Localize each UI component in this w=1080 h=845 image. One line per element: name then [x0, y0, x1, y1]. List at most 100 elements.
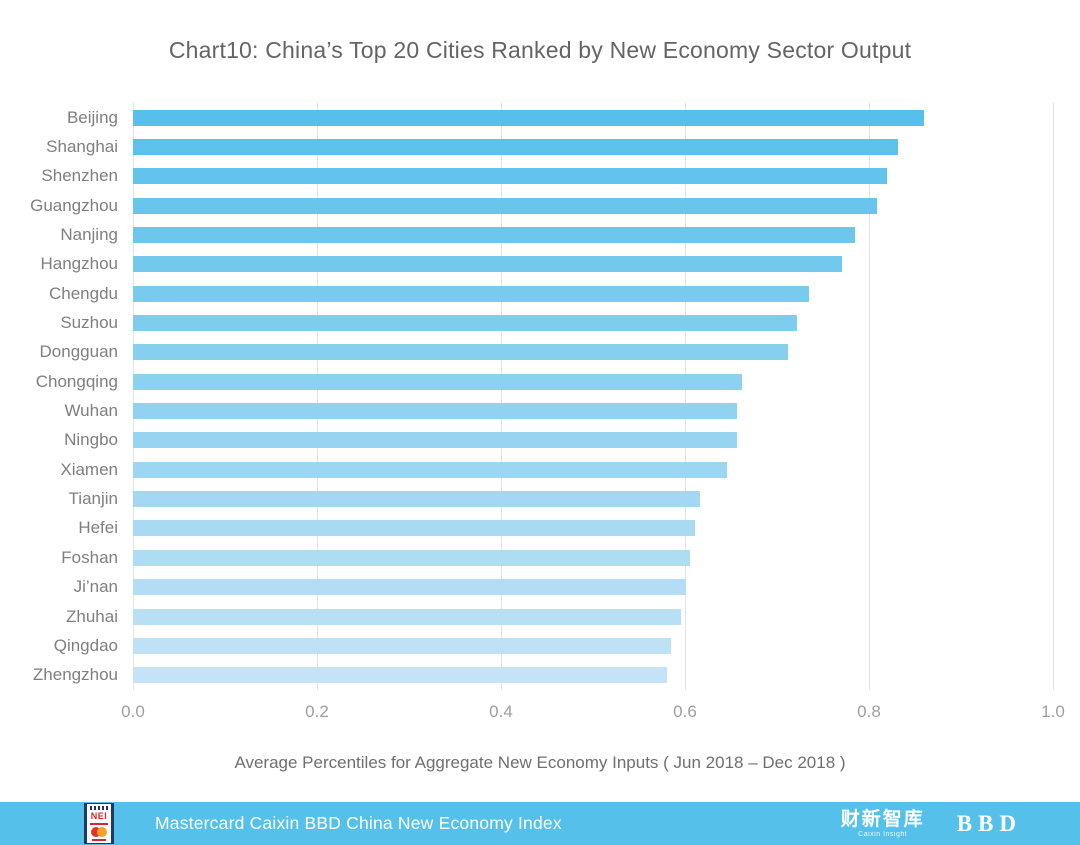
- bar-track: [133, 227, 1053, 244]
- footer-logos: 财新智库 Caixin Insight BBD: [841, 810, 1022, 838]
- bar: [133, 637, 672, 654]
- bar: [133, 168, 888, 185]
- bar-track: [133, 667, 1053, 684]
- bar: [133, 285, 810, 302]
- bar-row: Hefei: [0, 514, 1053, 543]
- nei-logo: NEI: [84, 803, 114, 844]
- category-label: Beijing: [66, 107, 118, 127]
- category-label: Dongguan: [39, 342, 118, 362]
- category-label: Tianjin: [68, 489, 118, 509]
- footer-title: Mastercard Caixin BBD China New Economy …: [155, 813, 562, 833]
- category-label: Zhuhai: [66, 606, 118, 626]
- x-tick-label: 0.2: [305, 702, 329, 721]
- x-tick-label: 0.4: [489, 702, 513, 721]
- bar-track: [133, 168, 1053, 185]
- bar-row: Guangzhou: [0, 191, 1053, 220]
- bar-row: Zhuhai: [0, 602, 1053, 631]
- bar: [133, 197, 878, 214]
- bar-row: Shenzhen: [0, 162, 1053, 191]
- bar: [133, 491, 700, 508]
- mastercard-orange-circle-icon: [97, 827, 107, 837]
- bar: [133, 227, 856, 244]
- bar: [133, 373, 743, 390]
- category-label: Chongqing: [35, 371, 118, 391]
- x-axis-title: Average Percentiles for Aggregate New Ec…: [234, 753, 846, 772]
- bar: [133, 520, 696, 537]
- bar-track: [133, 579, 1053, 596]
- bar-row: Beijing: [0, 103, 1053, 132]
- bar: [133, 667, 667, 684]
- gridline: [317, 103, 318, 690]
- bar-row: Ji’nan: [0, 573, 1053, 602]
- bar-track: [133, 637, 1053, 654]
- bar-row: Qingdao: [0, 631, 1053, 660]
- category-label: Shanghai: [46, 137, 118, 157]
- bar-track: [133, 461, 1053, 478]
- caixin-logo-text: 财新智库: [840, 808, 925, 830]
- bar-row: Nanjing: [0, 220, 1053, 249]
- bar-row: Dongguan: [0, 338, 1053, 367]
- bar-track: [133, 608, 1053, 625]
- gridline: [685, 103, 686, 690]
- nei-subline: [92, 839, 106, 841]
- bar: [133, 403, 738, 420]
- bar-track: [133, 491, 1053, 508]
- caixin-logo-subtext: Caixin Insight: [858, 830, 908, 838]
- nei-logo-text: NEI: [90, 811, 108, 821]
- bbd-logo: BBD: [956, 810, 1022, 836]
- category-label: Chengdu: [48, 283, 118, 303]
- x-tick-label: 0.0: [121, 702, 145, 721]
- category-label: Ji’nan: [73, 577, 118, 597]
- bar-row: Chongqing: [0, 367, 1053, 396]
- category-label: Suzhou: [60, 313, 118, 333]
- bar-row: Zhengzhou: [0, 661, 1053, 690]
- caixin-insight-logo: 财新智库 Caixin Insight: [841, 810, 925, 838]
- bar: [133, 608, 682, 625]
- bar: [133, 579, 686, 596]
- bar-track: [133, 285, 1053, 302]
- bar-track: [133, 403, 1053, 420]
- bar-rows: Beijing Shanghai Shenzhen Guangzhou Nanjing H…: [0, 103, 1053, 690]
- bar-row: Ningbo: [0, 426, 1053, 455]
- category-label: Guangzhou: [30, 195, 118, 215]
- category-label: Hangzhou: [40, 254, 118, 274]
- bar-track: [133, 109, 1053, 126]
- bar-track: [133, 549, 1053, 566]
- nei-barcode-icon: [90, 806, 108, 810]
- bar-row: Chengdu: [0, 279, 1053, 308]
- x-axis-ticks: 0.0 0.2 0.4 0.6 0.8 1.0: [121, 702, 1065, 724]
- gridline: [869, 103, 870, 690]
- x-tick-label: 0.6: [673, 702, 697, 721]
- bar: [133, 315, 798, 332]
- gridlines: [133, 103, 1054, 690]
- bar-track: [133, 197, 1053, 214]
- category-label: Ningbo: [64, 430, 118, 450]
- bar-row: Tianjin: [0, 484, 1053, 513]
- bar: [133, 256, 843, 273]
- category-label: Qingdao: [53, 635, 118, 655]
- x-tick-label: 1.0: [1041, 702, 1065, 721]
- bar: [133, 461, 728, 478]
- bar-row: Shanghai: [0, 132, 1053, 161]
- bar-row: Xiamen: [0, 455, 1053, 484]
- bar-row: Suzhou: [0, 308, 1053, 337]
- bar-track: [133, 432, 1053, 449]
- bar-track: [133, 373, 1053, 390]
- footer-banner: NEI Mastercard Caixin BBD China New Econ…: [0, 802, 1080, 845]
- bar-track: [133, 315, 1053, 332]
- bar-row: Wuhan: [0, 396, 1053, 425]
- chart-title: Chart10: China’s Top 20 Cities Ranked by…: [168, 37, 912, 63]
- category-label: Xiamen: [60, 459, 118, 479]
- bar-row: Foshan: [0, 543, 1053, 572]
- bar: [133, 549, 690, 566]
- bar-track: [133, 139, 1053, 156]
- mastercard-red-circle-icon: [91, 827, 101, 837]
- category-label: Nanjing: [60, 225, 118, 245]
- gridline: [133, 103, 134, 690]
- category-label: Shenzhen: [41, 166, 118, 186]
- gridline: [1053, 103, 1054, 690]
- bar: [133, 344, 789, 361]
- bar: [133, 139, 899, 156]
- mastercard-circles-icon: [91, 827, 107, 837]
